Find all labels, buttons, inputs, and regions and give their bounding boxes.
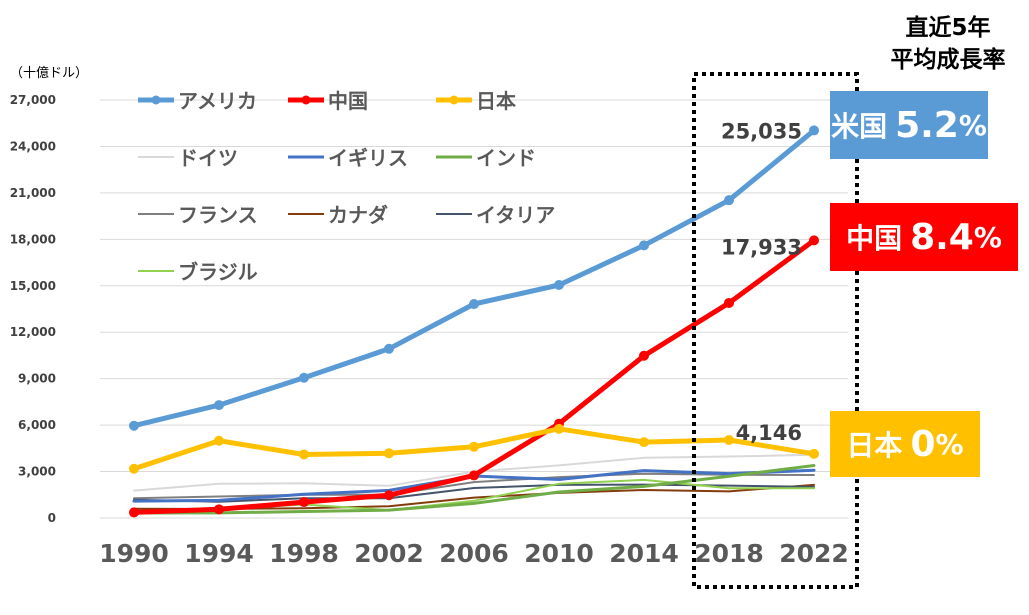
- legend-label: 日本: [476, 89, 516, 113]
- y-tick-label: 15,000: [10, 279, 56, 293]
- data-point-1: [809, 235, 819, 246]
- recent-5yr-highlight-box: [692, 72, 859, 589]
- data-point-1: [639, 350, 649, 361]
- data-point-1: [724, 297, 734, 308]
- data-point-2: [214, 435, 224, 446]
- data-point-1: [129, 507, 139, 518]
- value-label: 25,035: [721, 119, 802, 143]
- value-label: 17,933: [721, 235, 802, 259]
- series-line-5: [132, 464, 816, 515]
- data-point-0: [809, 125, 819, 136]
- badge-usa-label: 米国: [831, 110, 888, 143]
- x-tick-label: 2022: [779, 539, 849, 568]
- y-tick-label: 18,000: [10, 232, 56, 246]
- y-tick-label: 6,000: [18, 418, 56, 432]
- data-point-0: [214, 400, 224, 411]
- x-axis: 1990 1994 1998 2002 2006 2010 2014 2018 2022: [99, 539, 849, 568]
- badge-japan-rate: 0: [910, 423, 936, 465]
- legend-label: イタリア: [476, 203, 555, 227]
- value-annotations: 25,035 17,933 4,146: [721, 119, 802, 444]
- legend-label: 中国: [328, 89, 368, 113]
- y-tick-label: 0: [48, 511, 56, 525]
- series-points: [129, 125, 819, 518]
- legend-label: アメリカ: [178, 89, 257, 113]
- x-tick-label: 1994: [184, 539, 254, 568]
- data-point-0: [724, 195, 734, 206]
- series-line-6: [133, 472, 815, 500]
- badge-china: 中国 8.4 %: [830, 203, 1018, 271]
- data-point-1: [299, 497, 309, 508]
- data-point-1: [469, 470, 479, 481]
- legend-label: フランス: [178, 203, 258, 227]
- data-point-0: [384, 343, 394, 354]
- badge-japan-label: 日本: [846, 429, 903, 462]
- data-point-0: [299, 372, 309, 383]
- y-tick-label: 12,000: [10, 325, 56, 339]
- legend-label: ドイツ: [178, 146, 238, 170]
- y-axis: 0 3,000 6,000 9,000 12,000 15,000 18,000 21,000…: [10, 93, 56, 525]
- badge-usa-rate: 5.2: [895, 104, 959, 146]
- legend-marker: [151, 95, 161, 105]
- badge-china-rate: 8.4: [910, 216, 974, 258]
- badge-japan-unit: %: [935, 427, 964, 461]
- data-point-2: [299, 449, 309, 460]
- data-point-1: [214, 504, 224, 515]
- x-tick-label: 1998: [269, 539, 339, 568]
- data-point-2: [384, 448, 394, 459]
- data-point-0: [129, 420, 139, 431]
- data-point-2: [554, 423, 564, 434]
- data-point-0: [639, 240, 649, 251]
- y-tick-label: 24,000: [10, 139, 56, 153]
- y-tick-label: 3,000: [18, 465, 56, 479]
- badge-usa-unit: %: [958, 108, 987, 142]
- x-tick-label: 2002: [354, 539, 424, 568]
- data-point-1: [384, 490, 394, 501]
- header-line-2: 平均成長率: [890, 47, 1006, 73]
- x-tick-label: 1990: [99, 539, 169, 568]
- grid-lines: [100, 99, 848, 519]
- value-label: 4,146: [736, 421, 802, 445]
- y-tick-label: 27,000: [10, 93, 56, 107]
- y-tick-label: 9,000: [18, 372, 56, 386]
- data-point-0: [554, 280, 564, 291]
- badge-japan: 日本 0 %: [830, 411, 980, 477]
- badge-usa: 米国 5.2 %: [830, 91, 988, 159]
- legend-label: ブラジル: [178, 260, 258, 284]
- badge-china-unit: %: [973, 220, 1002, 254]
- growth-rate-header: 直近5年 平均成長率: [868, 12, 1028, 76]
- legend-label: インド: [476, 146, 536, 170]
- x-tick-label: 2014: [609, 539, 679, 568]
- legend-marker: [449, 95, 459, 105]
- y-unit-label: （十億ドル）: [10, 65, 88, 81]
- legend-marker: [301, 95, 311, 105]
- badge-china-label: 中国: [846, 222, 903, 255]
- x-tick-label: 2018: [694, 539, 764, 568]
- data-point-2: [724, 434, 734, 445]
- data-point-0: [469, 299, 479, 310]
- y-tick-label: 21,000: [10, 186, 56, 200]
- legend-label: イギリス: [328, 146, 408, 170]
- series-lines: [131, 127, 817, 515]
- data-point-2: [469, 441, 479, 452]
- data-point-2: [639, 437, 649, 448]
- header-line-1: 直近5年: [905, 15, 991, 41]
- data-point-2: [809, 448, 819, 459]
- x-tick-label: 2010: [524, 539, 594, 568]
- legend-label: カナダ: [328, 203, 388, 227]
- x-tick-label: 2006: [439, 539, 509, 568]
- data-point-2: [129, 463, 139, 474]
